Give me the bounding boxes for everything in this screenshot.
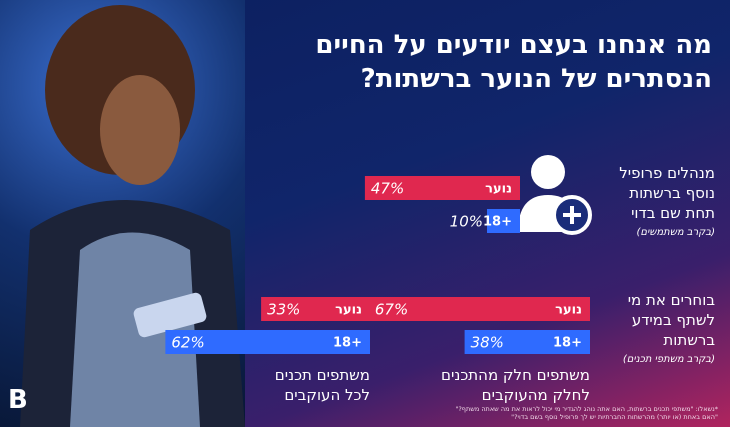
label-line: לשתף במידע	[631, 311, 715, 329]
sublabel: (בקרב משתפי תכנים)	[622, 354, 715, 365]
bar-name: 18+	[483, 215, 512, 230]
value-label: 33%	[267, 301, 300, 319]
bar	[368, 297, 590, 321]
caption-line: לחלק מהעוקבים	[481, 386, 590, 404]
caption: משתפים חלק מהתכנים לחלק מהעוקבים	[441, 365, 590, 405]
value-label: 47%	[371, 180, 404, 198]
bar-name: 18+	[333, 336, 362, 351]
caption-line: משתפים תכנים	[274, 366, 370, 384]
value-label: 10%	[450, 213, 483, 231]
label-line: מנהלים פרופיל	[619, 164, 715, 182]
sublabel: (בקרב משתמשים)	[636, 227, 715, 238]
photo-art	[20, 5, 245, 427]
caption-line: משתפים חלק מהתכנים	[441, 366, 590, 384]
label-line: בוחרים את מי	[627, 291, 715, 309]
user-icon	[518, 155, 592, 235]
face	[100, 75, 180, 185]
photo	[0, 0, 245, 427]
label-line: תחת שם בדוי	[631, 204, 715, 222]
stat-label: בוחרים את מי לשתף במידע ברשתות (בקרב משת…	[623, 290, 715, 370]
label-line: נוסף ברשתות	[629, 184, 715, 202]
stat-label: מנהלים פרופיל נוסף ברשתות תחת שם בדוי (ב…	[619, 163, 715, 243]
title-line: מה אנחנו בעצם יודעים על החיים	[315, 30, 712, 60]
label-line: ברשתות	[663, 331, 715, 349]
footnote-line: *נשאלו: "משתפי תכנים ברשתות, האם אתה נוה…	[455, 405, 718, 413]
logo: B	[8, 385, 28, 415]
value-label: 62%	[171, 334, 204, 352]
bar	[487, 209, 520, 233]
bar	[364, 176, 520, 200]
hoodie	[70, 232, 200, 427]
bar-name: נוער	[335, 303, 362, 318]
bar-name: 18+	[553, 336, 582, 351]
footnote: *נשאלו: "משתפי תכנים ברשתות, האם אתה נוה…	[455, 405, 718, 421]
phone	[133, 292, 207, 338]
bar	[464, 330, 590, 354]
bar	[261, 297, 370, 321]
value-label: 38%	[471, 334, 504, 352]
bar-name: נוער	[485, 182, 512, 197]
value-label: 67%	[375, 301, 408, 319]
caption-line: לכל העוקבים	[284, 386, 370, 404]
caption: משתפים תכנים לכל העוקבים	[275, 365, 370, 405]
bar	[165, 330, 370, 354]
title: מה אנחנו בעצם יודעים על החיים הנסתרים של…	[315, 28, 712, 96]
footnote-line: "האם באחת (או יותר) מהרשתות החברתיות יש …	[511, 413, 718, 421]
title-line: הנסתרים של הנוער ברשתות?	[360, 64, 712, 94]
bar-name: נוער	[555, 303, 582, 318]
